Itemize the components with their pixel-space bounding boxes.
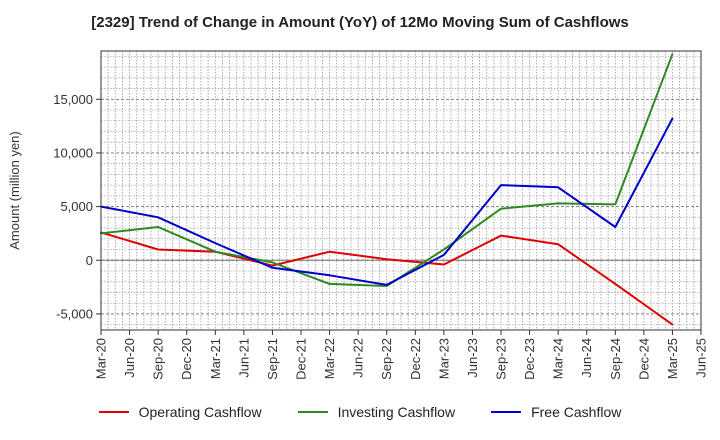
y-tick-label: -5,000 [56, 306, 93, 321]
y-axis-title: Amount (million yen) [7, 131, 22, 250]
x-tick-label: Mar-25 [665, 338, 680, 379]
x-tick-label: Dec-21 [294, 338, 309, 380]
x-tick-label: Jun-21 [236, 338, 251, 378]
x-tick-label: Jun-22 [351, 338, 366, 378]
x-tick-label: Sep-23 [494, 338, 509, 380]
x-tick-label: Mar-22 [322, 338, 337, 379]
x-tick-label: Jun-24 [579, 338, 594, 378]
x-tick-label: Dec-20 [179, 338, 194, 380]
legend-swatch-free [491, 411, 522, 413]
x-tick-label: Mar-21 [208, 338, 223, 379]
series-line-free-cashflow [100, 117, 674, 286]
x-tick-label: Dec-23 [522, 338, 537, 380]
x-tick-label: Jun-25 [694, 338, 709, 378]
legend-swatch-operating [98, 411, 129, 413]
legend-item-operating: Operating Cashflow [98, 404, 262, 420]
chart-title: [2329] Trend of Change in Amount (YoY) o… [91, 14, 629, 31]
x-tick-label: Dec-22 [408, 338, 423, 380]
x-tick-label: Mar-24 [551, 338, 566, 379]
series-line-investing-cashflow [100, 53, 674, 287]
x-tick-label: Dec-24 [636, 338, 651, 380]
legend-item-investing: Investing Cashflow [297, 404, 456, 420]
x-tick-label: Mar-23 [436, 338, 451, 379]
x-tick-label: Sep-22 [379, 338, 394, 380]
legend: Operating Cashflow Investing Cashflow Fr… [0, 404, 720, 420]
legend-item-free: Free Cashflow [491, 404, 621, 420]
x-tick-label: Sep-21 [265, 338, 280, 380]
x-tick-label: Sep-20 [151, 338, 166, 380]
y-tick-label: 10,000 [53, 145, 93, 160]
legend-label-operating: Operating Cashflow [138, 404, 262, 420]
y-tick-label: 5,000 [60, 199, 93, 214]
grid [100, 51, 702, 330]
x-tick-label: Jun-20 [122, 338, 137, 378]
x-tick-label: Sep-24 [608, 338, 623, 380]
y-tick-label: 0 [86, 253, 93, 268]
y-axis-ticks: -5,000 0 5,000 10,000 15,000 [53, 92, 101, 321]
x-axis-ticks: Mar-20 Jun-20 Sep-20 Dec-20 Mar-21 Jun-21 Sep-… [94, 330, 709, 380]
legend-label-investing: Investing Cashflow [337, 404, 456, 420]
series-line-operating-cashflow [100, 231, 674, 326]
legend-label-free: Free Cashflow [531, 404, 622, 420]
series-lines [100, 53, 674, 326]
y-tick-label: 15,000 [53, 92, 93, 107]
legend-swatch-investing [297, 411, 328, 413]
plot-frame [100, 50, 702, 331]
x-tick-label: Jun-23 [465, 338, 480, 378]
x-tick-label: Mar-20 [94, 338, 109, 379]
